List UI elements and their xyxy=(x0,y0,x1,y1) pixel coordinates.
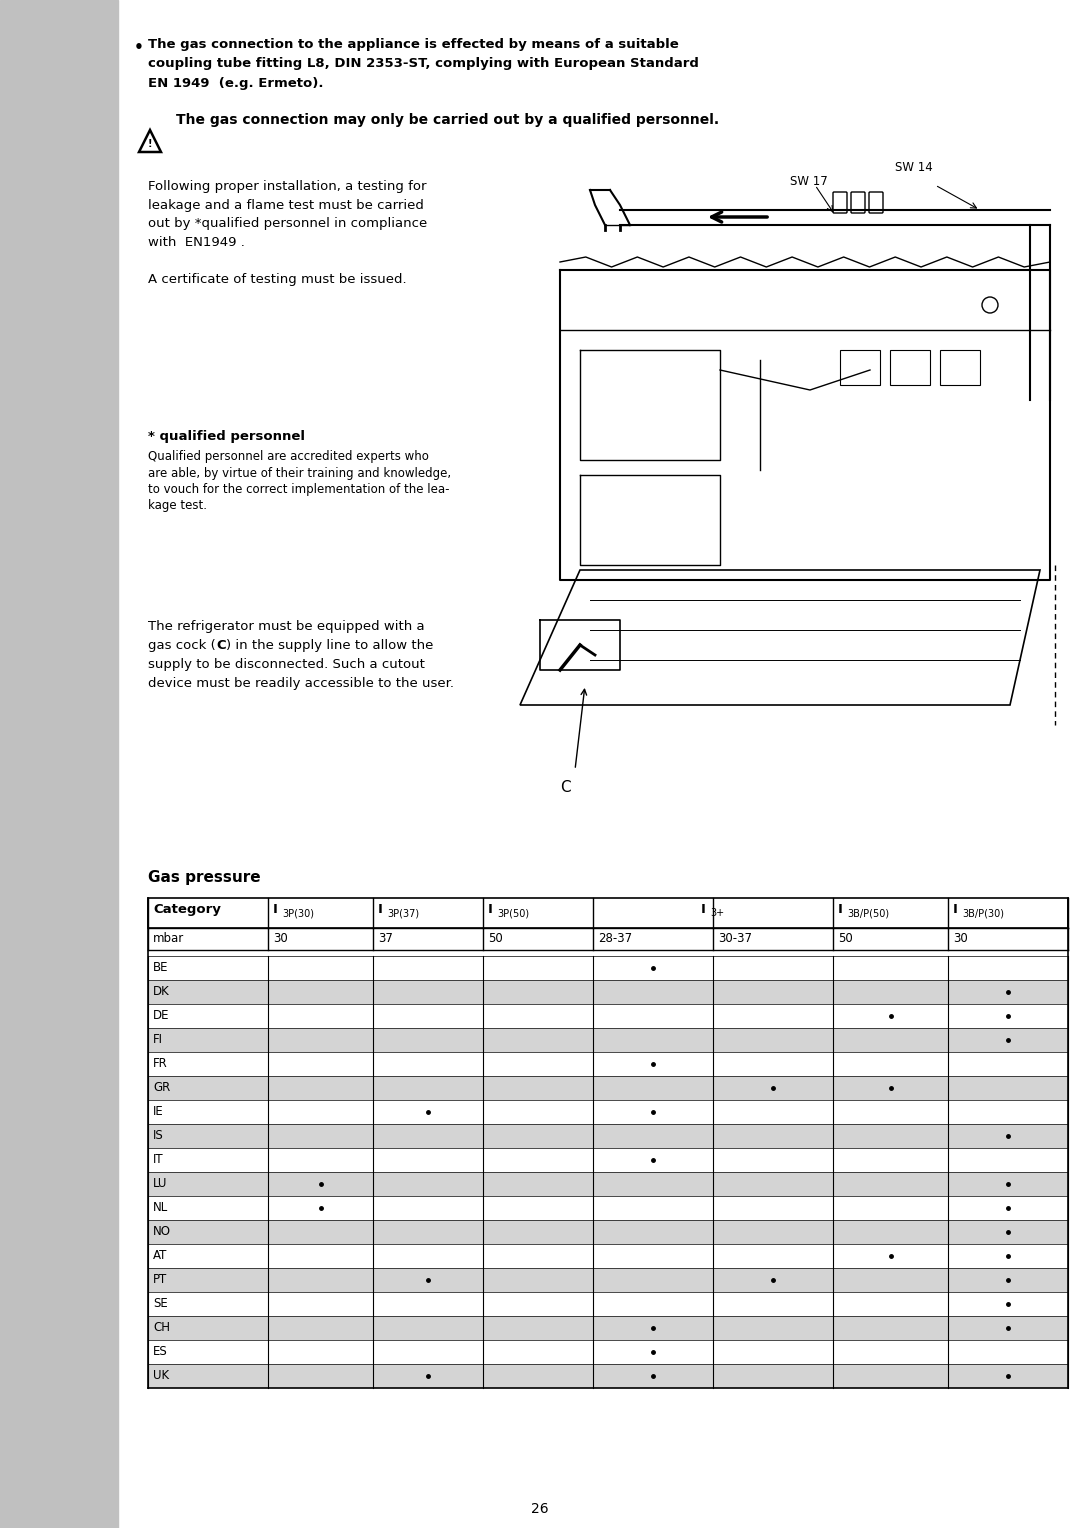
Bar xyxy=(148,1244,1068,1268)
Bar xyxy=(0,0,118,1528)
Bar xyxy=(148,1100,1068,1125)
Text: !: ! xyxy=(148,139,152,148)
Text: SE: SE xyxy=(153,1297,167,1309)
Bar xyxy=(148,1219,1068,1244)
Text: 30-37: 30-37 xyxy=(718,932,752,944)
Text: coupling tube fitting L8, DIN 2353-ST, complying with European Standard: coupling tube fitting L8, DIN 2353-ST, c… xyxy=(148,58,699,70)
Bar xyxy=(148,927,1068,950)
Bar xyxy=(148,1340,1068,1365)
Bar xyxy=(148,1196,1068,1219)
Text: NL: NL xyxy=(153,1201,168,1215)
Bar xyxy=(148,1076,1068,1100)
Text: C: C xyxy=(216,639,226,652)
Text: The refrigerator must be equipped with a: The refrigerator must be equipped with a xyxy=(148,620,424,633)
Text: 3P(30): 3P(30) xyxy=(282,908,314,918)
Text: 50: 50 xyxy=(488,932,503,944)
Text: Gas pressure: Gas pressure xyxy=(148,869,260,885)
Text: 28-37: 28-37 xyxy=(598,932,632,944)
Bar xyxy=(148,1293,1068,1316)
Text: •: • xyxy=(134,40,144,55)
Bar xyxy=(148,1172,1068,1196)
Text: mbar: mbar xyxy=(153,932,185,944)
Text: * qualified personnel: * qualified personnel xyxy=(148,429,305,443)
Text: BE: BE xyxy=(153,961,168,973)
Bar xyxy=(148,1148,1068,1172)
Text: CH: CH xyxy=(153,1322,170,1334)
Text: I: I xyxy=(488,903,492,915)
Text: kage test.: kage test. xyxy=(148,500,207,512)
Text: 50: 50 xyxy=(838,932,853,944)
Text: DK: DK xyxy=(153,986,170,998)
Text: leakage and a flame test must be carried: leakage and a flame test must be carried xyxy=(148,199,423,211)
Text: IE: IE xyxy=(153,1105,164,1118)
Text: are able, by virtue of their training and knowledge,: are able, by virtue of their training an… xyxy=(148,466,451,480)
Text: device must be readily accessible to the user.: device must be readily accessible to the… xyxy=(148,677,454,691)
Text: ) in the supply line to allow the: ) in the supply line to allow the xyxy=(226,639,433,652)
Text: 30: 30 xyxy=(273,932,287,944)
Text: with  EN1949 .: with EN1949 . xyxy=(148,235,245,249)
Text: GR: GR xyxy=(153,1080,171,1094)
Bar xyxy=(148,1316,1068,1340)
Text: SW 14: SW 14 xyxy=(895,160,933,174)
Text: 3P(37): 3P(37) xyxy=(387,908,419,918)
Text: out by *qualified personnel in compliance: out by *qualified personnel in complianc… xyxy=(148,217,428,231)
Text: supply to be disconnected. Such a cutout: supply to be disconnected. Such a cutout xyxy=(148,659,424,671)
Text: 3B/P(30): 3B/P(30) xyxy=(962,908,1004,918)
Text: to vouch for the correct implementation of the lea-: to vouch for the correct implementation … xyxy=(148,483,449,497)
Text: NO: NO xyxy=(153,1225,171,1238)
Text: 26: 26 xyxy=(531,1502,549,1516)
Text: Qualified personnel are accredited experts who: Qualified personnel are accredited exper… xyxy=(148,451,429,463)
Text: A certificate of testing must be issued.: A certificate of testing must be issued. xyxy=(148,272,407,286)
Bar xyxy=(148,1051,1068,1076)
Text: FR: FR xyxy=(153,1057,167,1070)
Text: Following proper installation, a testing for: Following proper installation, a testing… xyxy=(148,180,427,193)
Text: I: I xyxy=(378,903,383,915)
Text: I: I xyxy=(273,903,278,915)
Text: 37: 37 xyxy=(378,932,393,944)
Text: C: C xyxy=(561,779,570,795)
Bar xyxy=(940,350,980,385)
Text: Category: Category xyxy=(153,903,221,915)
Text: 3+: 3+ xyxy=(710,908,724,918)
Text: I: I xyxy=(953,903,958,915)
Bar xyxy=(148,1268,1068,1293)
Text: AT: AT xyxy=(153,1248,167,1262)
Text: 30: 30 xyxy=(953,932,968,944)
Text: FI: FI xyxy=(153,1033,163,1047)
Bar xyxy=(148,957,1068,979)
Text: DE: DE xyxy=(153,1008,170,1022)
Text: 3B/P(50): 3B/P(50) xyxy=(847,908,889,918)
Text: LU: LU xyxy=(153,1177,167,1190)
Text: The gas connection to the appliance is effected by means of a suitable: The gas connection to the appliance is e… xyxy=(148,38,678,50)
Bar xyxy=(148,1028,1068,1051)
Text: IS: IS xyxy=(153,1129,164,1141)
Text: gas cock (: gas cock ( xyxy=(148,639,216,652)
Text: EN 1949  (e.g. Ermeto).: EN 1949 (e.g. Ermeto). xyxy=(148,76,324,90)
Text: ES: ES xyxy=(153,1345,167,1358)
Bar xyxy=(148,1125,1068,1148)
Text: IT: IT xyxy=(153,1154,164,1166)
Bar xyxy=(148,979,1068,1004)
Bar xyxy=(148,1004,1068,1028)
Bar xyxy=(840,350,880,385)
Bar xyxy=(890,350,930,385)
Bar xyxy=(148,898,1068,927)
Text: 3P(50): 3P(50) xyxy=(497,908,529,918)
Text: UK: UK xyxy=(153,1369,170,1381)
Text: The gas connection may only be carried out by a qualified personnel.: The gas connection may only be carried o… xyxy=(176,113,719,127)
Text: SW 17: SW 17 xyxy=(789,176,827,188)
Text: I: I xyxy=(701,903,706,915)
Bar xyxy=(148,1365,1068,1387)
Text: I: I xyxy=(838,903,842,915)
Text: PT: PT xyxy=(153,1273,167,1287)
